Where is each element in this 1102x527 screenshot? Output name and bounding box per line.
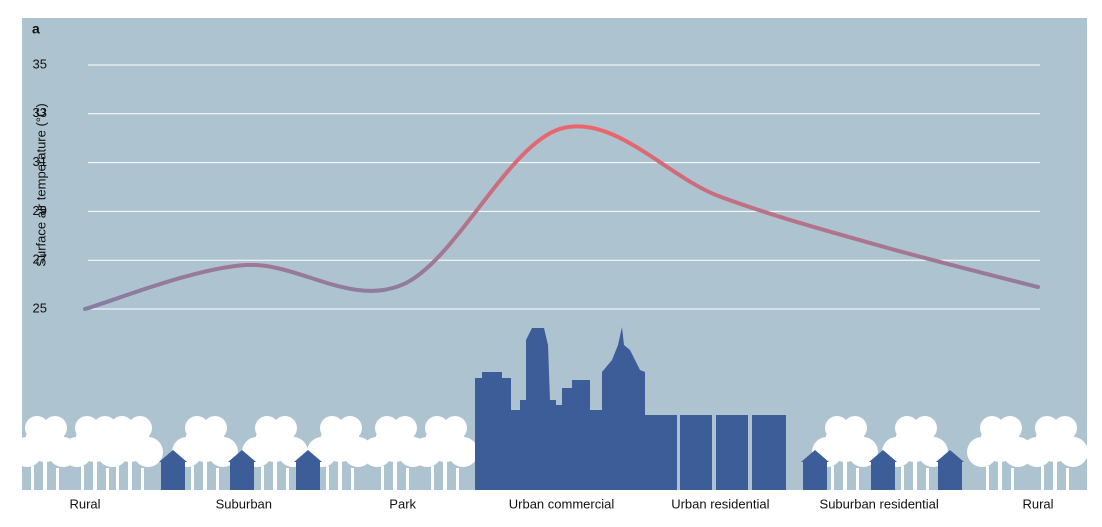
y-tick-label: 25 [33,300,47,315]
y-tick-label: 27 [33,252,47,267]
y-tick-label: 31 [33,154,47,169]
x-tick-label: Urban commercial [509,496,615,511]
y-tick-label: 35 [33,56,47,71]
x-tick-label: Suburban residential [820,496,939,511]
x-tick-label: Suburban [216,496,272,511]
scenery [12,327,1088,490]
panel-label: a [32,21,40,37]
y-axis-label: Surface air temperature (°C) [33,103,48,266]
x-tick-label: Urban residential [671,496,769,511]
x-tick-label: Rural [69,496,100,511]
x-tick-label: Rural [1022,496,1053,511]
y-tick-label: 33 [33,105,47,120]
temperature-line [83,124,1040,311]
grid [88,64,1040,310]
y-tick-label: 29 [33,203,47,218]
x-tick-label: Park [389,496,416,511]
